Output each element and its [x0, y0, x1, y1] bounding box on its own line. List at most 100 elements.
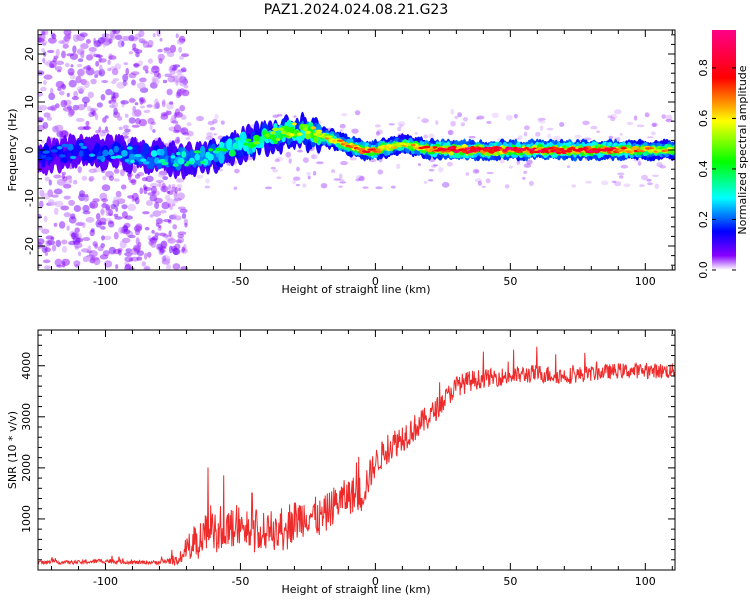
heatmap-noise-cell — [196, 115, 204, 122]
heatmap-cell — [521, 148, 527, 151]
heatmap-noise-cell — [44, 176, 50, 182]
heatmap-noise-cell — [149, 182, 159, 188]
heatmap-noise-cell — [55, 239, 62, 248]
heatmap-noise-cell — [71, 96, 79, 101]
heatmap-noise-cell — [145, 175, 154, 183]
heatmap-noise-cell — [340, 129, 344, 132]
heatmap-noise-cell — [123, 62, 129, 66]
heatmap-noise-cell — [310, 154, 318, 160]
heatmap-noise-cell — [180, 67, 187, 73]
heatmap-noise-cell — [356, 175, 364, 181]
heatmap-noise-cell — [103, 235, 112, 240]
heatmap-noise-cell — [89, 203, 96, 209]
heatmap-noise-cell — [131, 124, 140, 128]
heatmap-noise-cell — [177, 234, 185, 238]
heatmap-cell — [385, 144, 392, 147]
spectrogram-ytick-label: 0 — [23, 147, 36, 154]
heatmap-noise-cell — [475, 117, 480, 120]
heatmap-noise-cell — [665, 114, 673, 121]
heatmap-cell — [212, 150, 220, 154]
heatmap-noise-cell — [633, 115, 638, 121]
colorbar-tick-label: 0.4 — [697, 160, 710, 178]
heatmap-noise-cell — [171, 67, 177, 71]
heatmap-noise-cell — [87, 91, 95, 99]
heatmap-noise-cell — [168, 184, 172, 191]
heatmap-noise-cell — [134, 228, 141, 236]
heatmap-noise-cell — [157, 246, 167, 250]
heatmap-noise-cell — [590, 125, 598, 130]
heatmap-noise-cell — [306, 172, 312, 176]
heatmap-noise-cell — [499, 158, 505, 164]
heatmap-noise-cell — [136, 250, 144, 256]
heatmap-noise-cell — [547, 133, 551, 139]
heatmap-cell — [432, 146, 438, 149]
heatmap-cell — [228, 149, 236, 157]
heatmap-cell — [602, 149, 608, 152]
heatmap-cell — [194, 153, 200, 161]
heatmap-noise-cell — [264, 186, 273, 190]
heatmap-noise-cell — [176, 184, 183, 189]
heatmap-noise-cell — [320, 183, 328, 189]
heatmap-cell — [172, 163, 179, 167]
heatmap-noise-cell — [134, 102, 139, 106]
heatmap-noise-cell — [212, 118, 218, 124]
heatmap-cell — [558, 148, 565, 151]
heatmap-noise-cell — [48, 179, 52, 186]
heatmap-cell — [288, 126, 296, 134]
heatmap-cell — [247, 141, 255, 149]
heatmap-noise-cell — [485, 178, 491, 184]
heatmap-noise-cell — [70, 213, 76, 220]
heatmap-cell — [218, 151, 225, 164]
heatmap-noise-cell — [138, 118, 147, 127]
heatmap-noise-cell — [122, 135, 129, 139]
heatmap-noise-cell — [150, 185, 157, 194]
heatmap-noise-cell — [169, 204, 174, 211]
heatmap-noise-cell — [54, 258, 63, 267]
heatmap-cell — [390, 146, 398, 149]
heatmap-noise-cell — [143, 109, 151, 114]
heatmap-noise-cell — [113, 213, 119, 218]
heatmap-noise-cell — [219, 168, 223, 172]
heatmap-noise-cell — [169, 44, 177, 53]
heatmap-noise-cell — [619, 132, 623, 136]
heatmap-noise-cell — [46, 116, 53, 121]
heatmap-noise-cell — [585, 180, 592, 184]
heatmap-cell — [310, 126, 317, 130]
heatmap-noise-cell — [58, 221, 66, 229]
heatmap-noise-cell — [50, 87, 54, 95]
heatmap-noise-cell — [152, 129, 156, 133]
heatmap-noise-cell — [61, 246, 68, 253]
heatmap-noise-cell — [43, 215, 48, 223]
heatmap-noise-cell — [427, 179, 434, 182]
heatmap-noise-cell — [446, 161, 453, 167]
spectrogram-xtick-label: 100 — [635, 275, 656, 288]
heatmap-noise-cell — [486, 172, 494, 174]
heatmap-cell — [45, 156, 53, 161]
heatmap-cell — [78, 142, 84, 147]
heatmap-noise-cell — [118, 249, 122, 256]
heatmap-noise-cell — [428, 133, 435, 139]
heatmap-cell — [181, 151, 187, 158]
colorbar-tick-label: 0.6 — [697, 110, 710, 128]
heatmap-noise-cell — [168, 230, 172, 237]
heatmap-noise-cell — [86, 105, 92, 112]
heatmap-cell — [288, 133, 295, 137]
heatmap-noise-cell — [161, 201, 170, 210]
heatmap-noise-cell — [102, 250, 110, 257]
heatmap-noise-cell — [518, 135, 523, 140]
heatmap-noise-cell — [341, 113, 348, 117]
heatmap-noise-cell — [339, 173, 343, 180]
heatmap-cell — [61, 143, 69, 148]
heatmap-noise-cell — [276, 156, 284, 162]
heatmap-cell — [176, 151, 181, 156]
heatmap-noise-cell — [388, 123, 395, 126]
heatmap-noise-cell — [538, 120, 546, 124]
spectrogram-heatmap — [38, 30, 675, 270]
heatmap-noise-cell — [103, 202, 107, 209]
heatmap-noise-cell — [38, 238, 45, 245]
snr-xtick-label: -50 — [231, 575, 249, 588]
heatmap-noise-cell — [428, 169, 435, 172]
snr-xtick-label: 100 — [635, 575, 656, 588]
spectrogram-xtick-label: -50 — [231, 275, 249, 288]
